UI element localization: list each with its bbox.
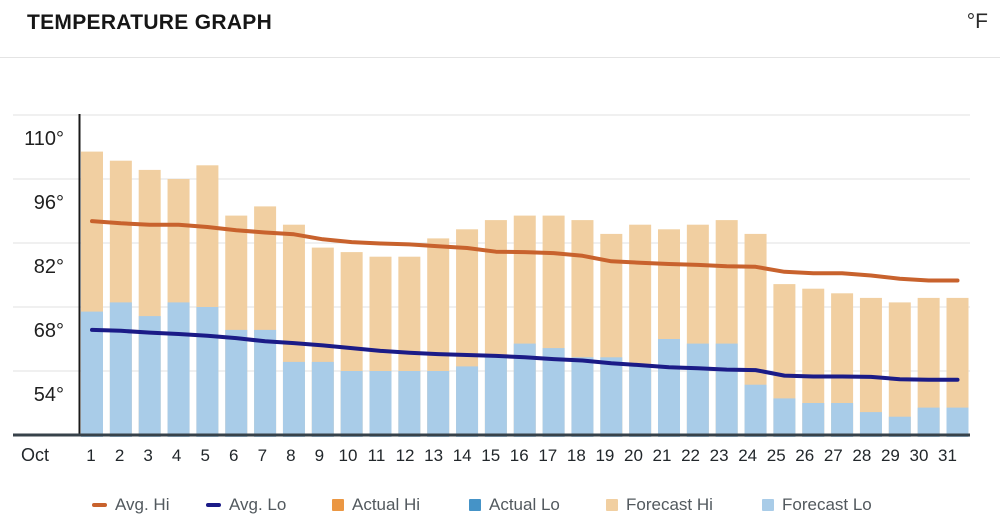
- avg-lo-swatch-icon: [206, 503, 221, 507]
- x-axis-day-label: 7: [258, 446, 267, 465]
- x-axis-day-label: 4: [172, 446, 181, 465]
- x-axis-day-label: 22: [681, 446, 700, 465]
- x-axis-day-label: 11: [368, 446, 386, 465]
- temperature-unit-label: °F: [966, 10, 988, 33]
- legend-label-forecast-hi: Forecast Hi: [626, 495, 713, 514]
- forecast-hi-bar: [917, 297, 940, 437]
- x-axis-day-label: 24: [738, 446, 757, 465]
- forecast-lo-bar: [831, 403, 854, 437]
- y-axis-tick-label: 82°: [34, 256, 64, 278]
- forecast-lo-bar: [225, 329, 248, 437]
- temperature-chart: 110°96°82°68°54°Oct 1 2 3 4 5 6 7 8 9 10 11 12 13 14 15…: [13, 114, 970, 465]
- forecast-lo-bar: [513, 343, 536, 437]
- forecast-lo-bar: [629, 366, 652, 437]
- avg-hi-line: [90, 219, 960, 283]
- x-axis-day-label: 1: [86, 446, 95, 465]
- forecast-lo-bar: [773, 398, 796, 437]
- forecast-lo-bar: [600, 357, 623, 437]
- legend-label-avg-hi: Avg. Hi: [115, 495, 170, 514]
- forecast-lo-bar: [427, 371, 450, 437]
- legend-label-avg-lo: Avg. Lo: [229, 495, 287, 514]
- x-axis-day-label: 19: [595, 446, 614, 465]
- legend-label-actual-hi: Actual Hi: [352, 495, 421, 514]
- x-axis-day-label: 16: [510, 446, 529, 465]
- forecast-lo-bar: [282, 361, 305, 437]
- forecast-lo-bar: [686, 343, 709, 437]
- legend-label-forecast-lo: Forecast Lo: [782, 495, 872, 514]
- avg-lo-line: [90, 327, 960, 382]
- x-axis-day-label: 3: [143, 446, 152, 465]
- forecast-lo-bar: [946, 407, 969, 437]
- avg-hi-swatch-icon: [92, 503, 107, 507]
- x-axis-day-label: 30: [909, 446, 928, 465]
- forecast-lo-bar: [456, 366, 479, 437]
- forecast-lo-bar: [311, 361, 334, 437]
- x-axis-day-label: 13: [424, 446, 443, 465]
- x-axis-day-label: 23: [710, 446, 729, 465]
- x-axis-day-label: 15: [481, 446, 500, 465]
- x-axis-day-label: 8: [286, 446, 295, 465]
- legend-item-actual-lo: Actual Lo: [469, 494, 560, 516]
- forecast-lo-bar: [715, 343, 738, 437]
- forecast-lo-bar: [167, 302, 190, 437]
- x-axis-day-label: 10: [338, 446, 357, 465]
- x-axis-day-label: 20: [624, 446, 643, 465]
- x-axis-day-label: 25: [767, 446, 786, 465]
- forecast-lo-bar: [571, 357, 594, 437]
- forecast-lo-bar: [109, 302, 132, 437]
- page-title: TEMPERATURE GRAPH: [27, 11, 273, 34]
- x-axis-day-label: 26: [795, 446, 814, 465]
- forecast-lo-bar: [888, 416, 911, 437]
- legend-item-avg-hi: Avg. Hi: [92, 494, 170, 516]
- forecast-hi-bar: [859, 297, 882, 437]
- forecast-hi-bar: [831, 293, 854, 437]
- x-axis-day-label: 27: [824, 446, 843, 465]
- x-axis-day-label: 12: [396, 446, 415, 465]
- forecast-lo-bar: [398, 371, 421, 437]
- forecast-lo-bar: [196, 307, 219, 437]
- forecast-lo-bar: [859, 412, 882, 437]
- x-axis-day-label: 28: [852, 446, 871, 465]
- actual-hi-swatch-icon: [332, 499, 344, 511]
- x-axis-day-label: 5: [200, 446, 209, 465]
- x-axis-day-label: 21: [653, 446, 672, 465]
- forecast-lo-swatch-icon: [762, 499, 774, 511]
- forecast-lo-bar: [542, 348, 565, 437]
- x-axis-day-label: 31: [938, 446, 957, 465]
- y-axis-tick-label: 110°: [24, 128, 64, 150]
- x-axis-day-label: 29: [881, 446, 900, 465]
- x-axis-day-label: 9: [315, 446, 324, 465]
- forecast-lo-bar: [744, 384, 767, 437]
- header-divider: [0, 57, 1000, 58]
- forecast-lo-bar: [802, 403, 825, 437]
- forecast-lo-bar: [340, 371, 363, 437]
- x-axis-month-label: Oct: [21, 445, 49, 465]
- forecast-lo-bar: [484, 357, 507, 437]
- x-axis-day-label: 17: [538, 446, 557, 465]
- forecast-lo-bar: [138, 316, 161, 437]
- forecast-hi-swatch-icon: [606, 499, 618, 511]
- forecast-lo-bar: [254, 329, 277, 437]
- forecast-lo-bar: [369, 371, 392, 437]
- legend-item-forecast-hi: Forecast Hi: [606, 494, 713, 516]
- x-axis-day-label: 6: [229, 446, 238, 465]
- actual-lo-swatch-icon: [469, 499, 481, 511]
- forecast-lo-bar: [81, 311, 103, 437]
- x-axis-day-label: 14: [453, 446, 472, 465]
- forecast-hi-bar: [946, 297, 969, 437]
- forecast-lo-bar: [917, 407, 940, 437]
- y-axis-tick-label: 68°: [34, 320, 64, 342]
- legend-item-actual-hi: Actual Hi: [332, 494, 420, 516]
- x-axis-day-label: 18: [567, 446, 586, 465]
- y-axis-tick-label: 96°: [34, 192, 64, 214]
- legend-item-forecast-lo: Forecast Lo: [762, 494, 872, 516]
- y-axis-tick-label: 54°: [34, 384, 64, 406]
- legend-label-actual-lo: Actual Lo: [489, 495, 560, 514]
- forecast-lo-bar: [658, 339, 680, 437]
- forecast-hi-bar: [888, 302, 911, 437]
- legend-item-avg-lo: Avg. Lo: [206, 494, 286, 516]
- x-axis-day-label: 2: [115, 446, 124, 465]
- forecast-hi-bar: [802, 288, 825, 437]
